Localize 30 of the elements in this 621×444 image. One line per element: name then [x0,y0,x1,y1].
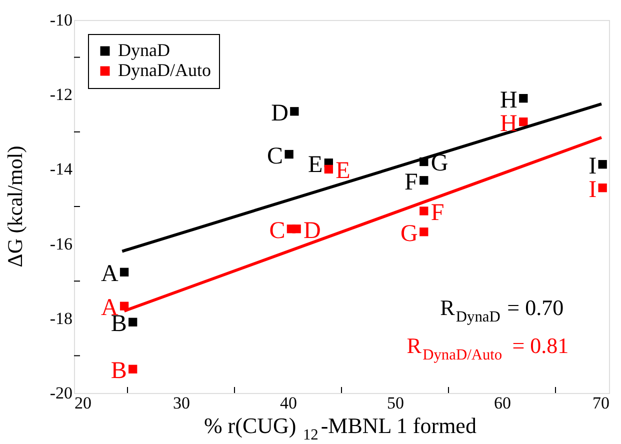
annotation: B [110,358,127,384]
x-tick-label: 20 [74,394,92,412]
y-tick-label: -16 [50,234,72,254]
annotation: G [400,220,418,247]
annotation: D [304,218,321,244]
y-tick-label: -14 [50,160,73,179]
annotation: F [404,169,418,196]
legend-label: DynaD [118,40,170,60]
annotation: C [267,143,284,170]
annotation: I [588,176,597,203]
annotation: H [500,110,518,137]
annotation: I [588,153,597,180]
y-axis-title: ΔG (kcal/mol) [3,146,27,268]
x-tick-label: 60 [494,394,511,412]
annotation: H [500,87,518,114]
y-tick-label: -18 [50,308,72,328]
y-tick-label: -10 [50,10,72,30]
annotation: C [269,218,286,244]
annotation: E [336,158,350,184]
x-tick-label: 40 [280,394,297,412]
x-tick-label: 50 [387,394,404,412]
legend-label: DynaD/Auto [118,60,211,80]
x-tick-label: 70 [592,394,610,412]
x-tick-label: 30 [173,394,190,412]
annotation: A [100,261,119,288]
annotation: D [271,100,288,126]
annotation: F [430,200,444,226]
y-tick-label: -12 [50,85,72,104]
annotation: E [308,152,323,178]
y-tick-label: -20 [50,384,72,402]
